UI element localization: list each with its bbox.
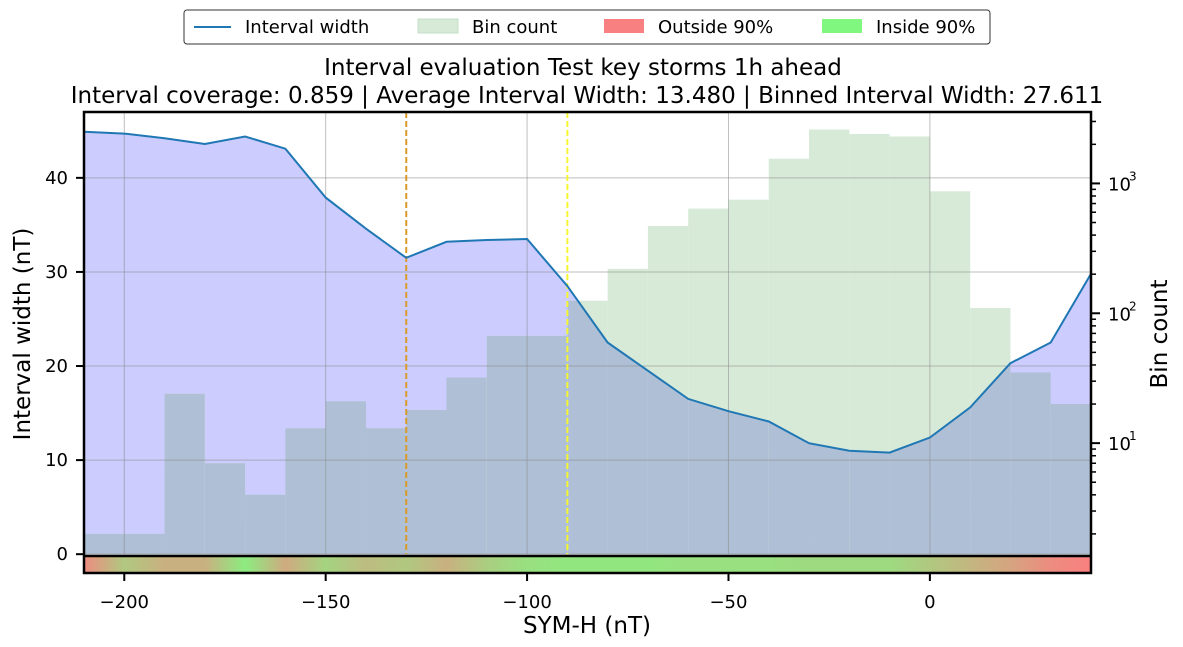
bin-bar — [486, 335, 528, 555]
y2-tick-exponent: 3 — [1129, 169, 1137, 183]
bin-bar — [1010, 372, 1051, 555]
bin-bar-overlap — [970, 363, 1011, 555]
y-tick-label: 20 — [45, 356, 68, 377]
bin-bar-overlap — [688, 398, 729, 555]
grid — [84, 112, 1091, 555]
chart-title: Interval evaluation Test key storms 1h a… — [324, 55, 842, 81]
x-tick-label: 0 — [924, 592, 935, 613]
legend-label-bin-count: Bin count — [472, 17, 557, 38]
y-tick-label: 40 — [45, 168, 68, 189]
bin-bar-overlap — [889, 437, 930, 555]
bin-bar-overlap — [365, 428, 407, 555]
bin-bar-overlap — [527, 335, 568, 555]
bin-bar-overlap — [567, 300, 608, 555]
bin-bar-overlap — [446, 377, 487, 555]
bin-bar-overlap — [285, 428, 326, 555]
bin-bar-overlap — [1010, 372, 1051, 555]
bin-bar — [647, 226, 689, 555]
bin-bar — [970, 307, 1011, 555]
bin-bar — [164, 393, 205, 555]
bin-bar — [728, 199, 769, 555]
bin-bar-overlap — [406, 410, 447, 555]
interval-width-line — [84, 130, 1091, 454]
legend-label-interval-width: Interval width — [245, 17, 369, 38]
y-tick-label: 30 — [45, 262, 68, 283]
x-tick-label: −100 — [502, 592, 551, 613]
bin-bar — [285, 428, 326, 555]
chart-subtitle: Interval coverage: 0.859 | Average Inter… — [71, 83, 1103, 109]
bin-bar — [325, 401, 366, 555]
bin-bar-overlap — [728, 411, 769, 555]
bin-bar-overlap — [809, 443, 850, 555]
bin-bar — [567, 300, 608, 555]
bin-bar — [1050, 404, 1091, 555]
y2-axis-label: Bin count — [1147, 280, 1173, 389]
bin-bar-overlap — [204, 463, 246, 555]
legend-label-outside: Outside 90% — [658, 17, 773, 38]
bin-bar-overlap — [929, 407, 971, 555]
legend-swatch-bin-count — [417, 18, 459, 34]
bin-bar — [527, 335, 568, 555]
bin-bar — [365, 428, 407, 555]
legend: Interval width Bin count Outside 90% Ins… — [183, 9, 991, 45]
bin-bar — [889, 136, 930, 555]
bin-bar — [929, 191, 971, 555]
bin-bar — [809, 129, 850, 555]
bin-bar-overlap — [164, 393, 205, 555]
y2-tick-exponent: 2 — [1129, 299, 1137, 313]
coverage-strip — [84, 556, 1091, 573]
legend-box — [183, 9, 991, 45]
x-axis-ticks: −200 −150 −100 −50 0 — [100, 573, 936, 613]
y2-tick-exponent: 1 — [1129, 429, 1137, 443]
bin-bar — [607, 268, 648, 555]
x-tick-label: −200 — [100, 592, 149, 613]
bin-bar-overlap — [325, 401, 366, 555]
bin-bar-overlap — [607, 342, 648, 555]
bin-bar-overlap — [245, 494, 286, 555]
legend-swatch-inside — [822, 19, 862, 33]
bin-bar-overlap — [1050, 404, 1091, 555]
y-tick-label: 0 — [57, 544, 68, 565]
bin-bar — [245, 494, 286, 555]
bin-bar — [688, 208, 729, 555]
bin-bar-overlap — [768, 421, 810, 555]
bin-bar — [406, 409, 447, 555]
bin-bar — [446, 377, 487, 555]
bin-count-bars — [84, 129, 1091, 555]
bin-bar-overlap — [849, 450, 890, 555]
bin-bar — [204, 463, 246, 555]
x-tick-label: −50 — [709, 592, 747, 613]
y-axis-label: Interval width (nT) — [10, 228, 36, 441]
bin-bar — [768, 158, 810, 555]
y2-tick-label: 10 — [1108, 174, 1131, 195]
bin-bar-overlap — [647, 370, 689, 555]
legend-swatch-outside — [604, 19, 644, 33]
bin-bar — [849, 134, 890, 555]
y-axis-ticks: 0 10 20 30 40 — [45, 168, 84, 565]
x-tick-label: −150 — [301, 592, 350, 613]
legend-label-inside: Inside 90% — [876, 17, 975, 38]
y2-tick-label: 10 — [1108, 434, 1131, 455]
y-tick-label: 10 — [45, 450, 68, 471]
bin-bar-overlap — [486, 335, 528, 555]
y2-tick-label: 10 — [1108, 304, 1131, 325]
x-axis-label: SYM-H (nT) — [523, 613, 651, 639]
